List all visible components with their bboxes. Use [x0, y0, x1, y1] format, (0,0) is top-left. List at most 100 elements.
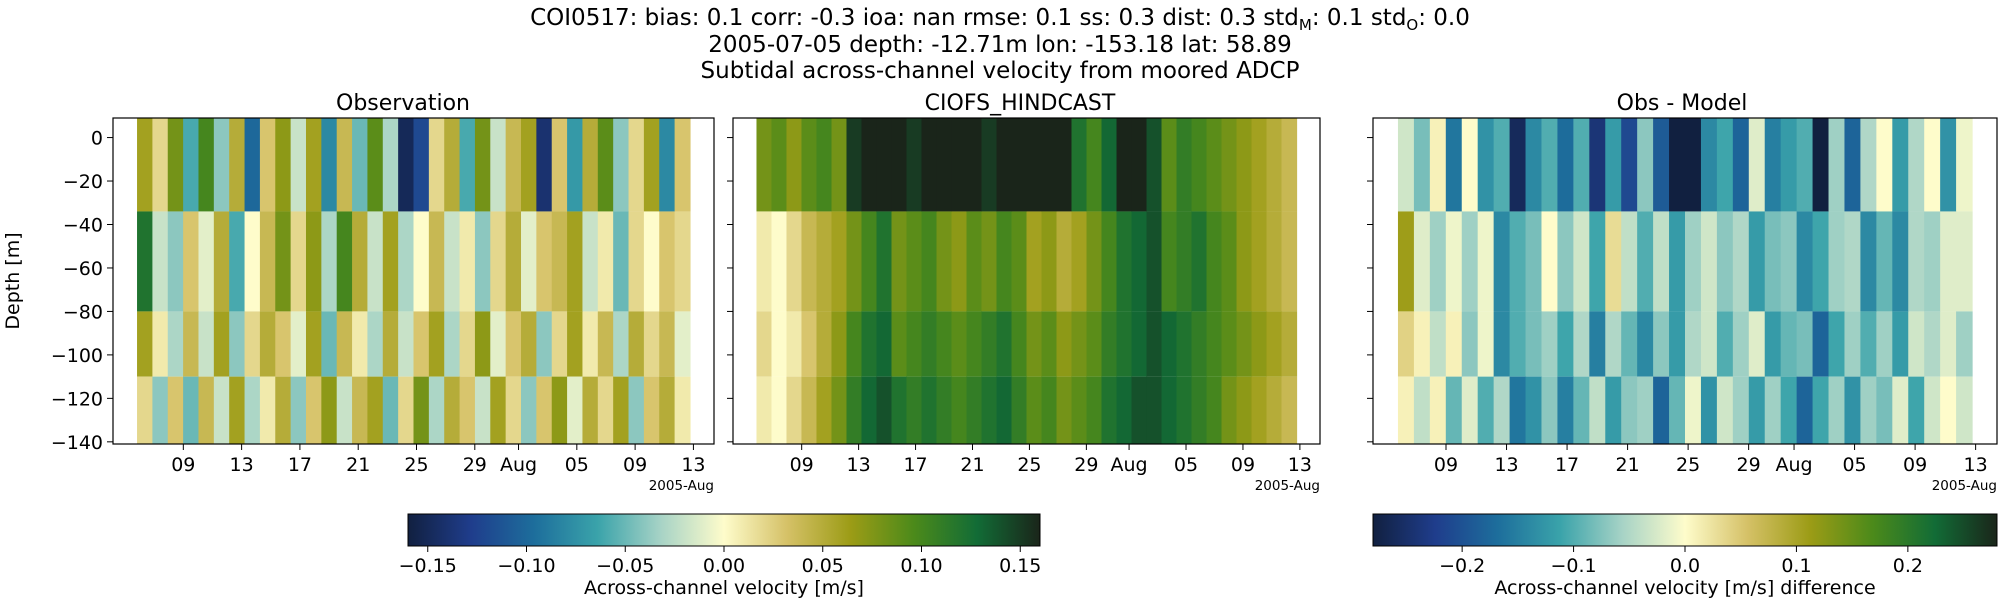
heatmap-cell — [1748, 118, 1766, 212]
heatmap-cell — [1161, 118, 1178, 212]
colorbar-tick-label: 0.05 — [802, 555, 844, 577]
heatmap-cell — [1924, 118, 1941, 212]
heatmap-cell — [1509, 376, 1527, 444]
heatmap-cell — [582, 376, 599, 444]
heatmap-cell — [167, 211, 184, 312]
heatmap-cell — [167, 118, 184, 212]
heatmap-cell — [183, 211, 200, 312]
heatmap-cell — [213, 118, 230, 212]
heatmap-cell — [906, 118, 923, 212]
colorbar-tick-label: 0.0 — [1670, 555, 1700, 577]
heatmap-cell — [1876, 376, 1893, 444]
panel-title-obs-minus-model: Obs - Model — [1617, 91, 1748, 116]
heatmap-cell — [628, 311, 645, 377]
heatmap-cell — [1685, 376, 1702, 444]
heatmap-cell — [966, 211, 983, 312]
heatmap-cell — [1086, 376, 1103, 444]
heatmap-cell — [474, 118, 491, 212]
heatmap-cell — [1445, 376, 1463, 444]
heatmap-cell — [1589, 376, 1606, 444]
heatmap-cell — [1509, 311, 1527, 377]
heatmap-cell — [1876, 118, 1893, 212]
heatmap-cell — [1828, 118, 1846, 212]
y-tick-label: −120 — [51, 388, 103, 410]
figure-title-line-2: 2005-07-05 depth: -12.71m lon: -153.18 l… — [708, 32, 1291, 58]
heatmap-cell — [643, 311, 660, 377]
heatmap-cell — [244, 311, 261, 377]
heatmap-cell — [1685, 211, 1702, 312]
heatmap-cell — [861, 311, 878, 377]
heatmap-cell — [1146, 311, 1163, 377]
heatmap-cell — [1605, 376, 1622, 444]
heatmap-cell — [951, 311, 968, 377]
heatmap-cell — [1573, 376, 1590, 444]
heatmap-cell — [756, 311, 773, 377]
heatmap-cell — [1621, 376, 1638, 444]
heatmap-cell — [1236, 376, 1253, 444]
heatmap-cell — [771, 118, 788, 212]
heatmap-cell — [275, 311, 292, 377]
heatmap-cell — [1477, 311, 1495, 377]
heatmap-cell — [1525, 211, 1543, 312]
heatmap-cell — [1828, 376, 1846, 444]
heatmap-cell — [490, 311, 507, 377]
x-axis-obs-minus-model: 09 13 17 21 25 29 Aug 05 09 13 — [1434, 444, 1988, 476]
heatmap-cell — [1056, 118, 1073, 212]
heatmap-cell — [906, 211, 923, 312]
heatmap-cell — [183, 118, 200, 212]
heatmap-cell — [1924, 211, 1941, 312]
heatmap-cell — [861, 118, 878, 212]
heatmap-cell — [966, 118, 983, 212]
heatmap-cell — [1413, 211, 1431, 312]
heatmap-cell — [1940, 311, 1957, 377]
colorbar-difference-label: Across-channel velocity [m/s] difference — [1494, 577, 1875, 599]
heatmap-cell — [1828, 211, 1846, 312]
heatmap-cell — [643, 118, 660, 212]
heatmap-cell — [1956, 118, 1973, 212]
x-tick-label: 29 — [463, 454, 487, 476]
heatmap-cell — [1812, 211, 1830, 312]
colorbar-tick-label: 0.15 — [999, 555, 1041, 577]
heatmap-cell — [936, 118, 953, 212]
x-tick-label: 13 — [1288, 454, 1312, 476]
heatmap-cell — [936, 311, 953, 377]
heatmap-cell — [1101, 211, 1118, 312]
heatmap-cell — [1191, 211, 1208, 312]
heatmap-cell — [536, 118, 553, 212]
heatmap-cell — [382, 311, 399, 377]
heatmap-cell — [1116, 211, 1133, 312]
heatmap-cell — [444, 376, 461, 444]
heatmap-cell — [876, 211, 893, 312]
heatmap-cell — [1876, 211, 1893, 312]
heatmap-cell — [229, 211, 246, 312]
colorbar-tick-label: −0.1 — [1551, 555, 1597, 577]
x-axis-ciofs-hindcast: 09 13 17 21 25 29 Aug 05 09 13 — [790, 444, 1312, 476]
x-offset-label-observation: 2005-Aug — [649, 478, 714, 494]
heatmap-cell — [1429, 211, 1447, 312]
heatmap-cell — [1716, 311, 1734, 377]
heatmap-cell — [1071, 118, 1088, 212]
heatmap-cell — [936, 376, 953, 444]
heatmap-cell — [444, 118, 461, 212]
heatmap-cell — [521, 118, 537, 212]
heatmap-cell — [1011, 118, 1028, 212]
heatmap-cell — [474, 211, 491, 312]
heatmap-cell — [551, 376, 568, 444]
heatmap-cell — [1206, 118, 1223, 212]
heatmap-cell — [1251, 211, 1268, 312]
heatmap-cell — [367, 376, 384, 444]
y-tick-label: −80 — [63, 301, 103, 323]
heatmap-cell — [1146, 211, 1163, 312]
figure-title-line-3: Subtidal across-channel velocity from mo… — [701, 58, 1300, 84]
x-tick-label: 29 — [1074, 454, 1098, 476]
heatmap-cell — [1445, 118, 1463, 212]
heatmap-cell — [1557, 118, 1574, 212]
heatmap-cell — [290, 118, 307, 212]
heatmap-cell — [521, 376, 537, 444]
heatmap-cell — [1653, 118, 1670, 212]
heatmap-cell — [921, 211, 938, 312]
heatmap-cell — [183, 376, 200, 444]
heatmap-cell — [1828, 311, 1846, 377]
heatmap-cell — [876, 311, 893, 377]
